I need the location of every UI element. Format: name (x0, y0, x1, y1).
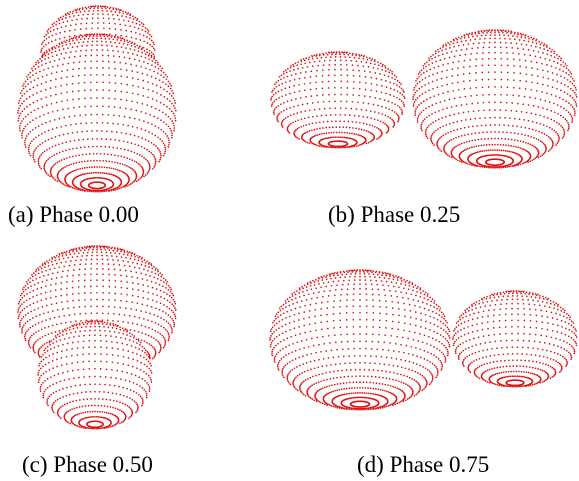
star-surface (270, 270, 450, 410)
caption: (d) Phase 0.75 (357, 452, 489, 477)
star-surface (413, 30, 577, 168)
star-surface (18, 246, 176, 359)
star-surface (453, 291, 577, 387)
caption: (c) Phase 0.50 (22, 452, 153, 477)
star-surface (271, 52, 405, 148)
figure: (a) Phase 0.00 (b) Phase 0.25 (c) Phase … (0, 0, 579, 481)
caption: (b) Phase 0.25 (328, 202, 460, 227)
caption: (a) Phase 0.00 (8, 202, 139, 227)
star-surface (38, 321, 152, 429)
star-surface (41, 6, 155, 58)
star-surface (18, 34, 176, 192)
